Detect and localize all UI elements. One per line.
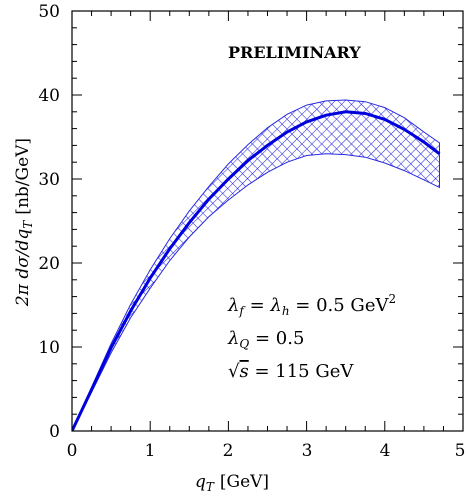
x-tick-label-2: 2 (223, 441, 234, 461)
y-tick-labels: 0 10 20 30 40 50 (38, 2, 60, 442)
annotation-lambda-fh: λf = λh = 0.5 GeV2 (227, 292, 396, 318)
y-tick-label-40: 40 (38, 86, 60, 106)
x-tick-label-1: 1 (145, 441, 156, 461)
annotation-sqrt-s: √s = 115 GeV (228, 361, 354, 382)
preliminary-label: PRELIMINARY (228, 43, 361, 62)
y-tick-label-50: 50 (38, 2, 60, 22)
y-axis-title: 2π dσ/dqT[nb/GeV] (13, 138, 35, 307)
y-tick-label-0: 0 (49, 422, 60, 442)
x-tick-label-0: 0 (67, 441, 78, 461)
y-tick-label-10: 10 (38, 338, 60, 358)
uncertainty-band (72, 99, 440, 431)
x-tick-label-3: 3 (302, 441, 313, 461)
y-tick-label-30: 30 (38, 170, 60, 190)
x-axis-title: qT [GeV] (195, 472, 269, 494)
x-tick-label-5: 5 (455, 441, 466, 461)
central-curve (72, 110, 441, 431)
tick-marks (71, 10, 464, 432)
y-tick-label-20: 20 (38, 254, 60, 274)
annotation-lambda-q: λQ = 0.5 (227, 328, 304, 351)
x-tick-labels: 0 1 2 3 4 5 (67, 441, 466, 461)
x-tick-label-4: 4 (380, 441, 391, 461)
